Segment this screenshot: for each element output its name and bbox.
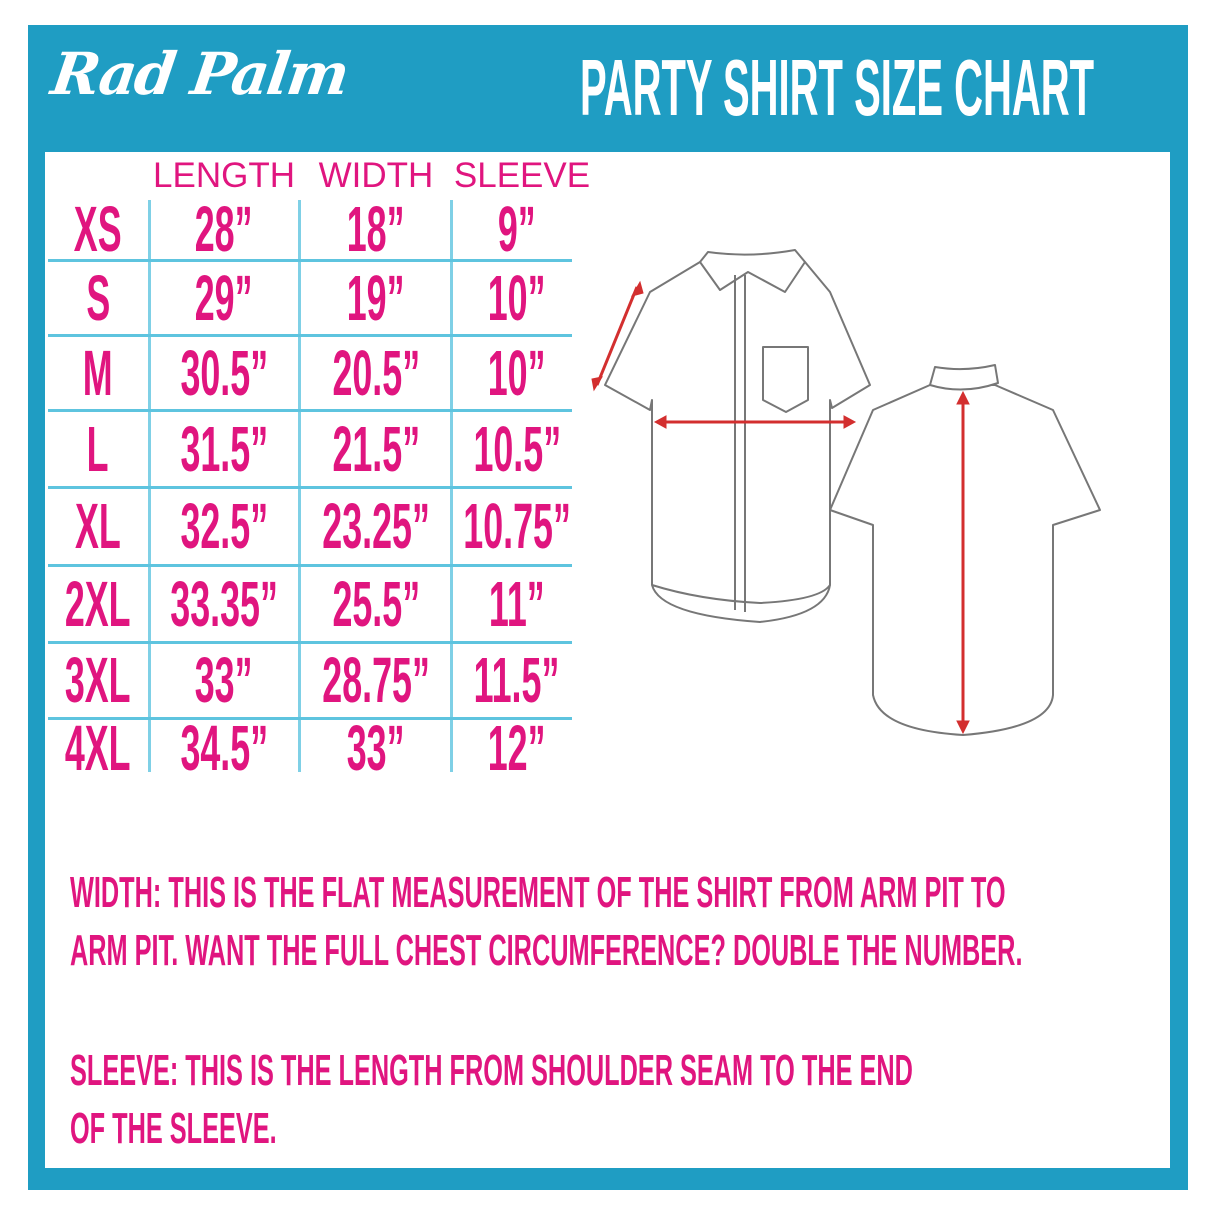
sleeve-note-line-1: SLEEVE: THIS IS THE LENGTH FROM SHOULDER…: [70, 1046, 913, 1095]
cell-text: L: [87, 412, 109, 485]
cell-text: 9”: [498, 193, 536, 265]
cell-width: 19”: [300, 260, 452, 335]
cell-text: 28”: [195, 193, 253, 265]
cell-text: 31.5”: [180, 412, 268, 485]
measurement-arrows: [591, 280, 970, 735]
cell-text: 33”: [347, 712, 405, 784]
cell-width: 28.75”: [300, 642, 452, 718]
cell-sleeve: 12”: [452, 712, 582, 784]
sleeve-arrow: [595, 286, 639, 386]
cell-text: 11.5”: [474, 644, 560, 716]
grid-line-horizontal: [48, 717, 572, 720]
cell-text: 18”: [347, 193, 405, 265]
cell-length: 31.5”: [148, 410, 300, 487]
column-header-length: LENGTH: [153, 156, 295, 195]
cell-sleeve: 11.5”: [452, 642, 582, 718]
size-label: 2XL: [48, 565, 148, 642]
cell-text: 11”: [489, 567, 545, 640]
cell-text: 33.35”: [170, 567, 278, 640]
width-note-line-2: ARM PIT. WANT THE FULL CHEST CIRCUMFEREN…: [70, 926, 1023, 975]
grid-line-horizontal: [48, 334, 572, 337]
grid-line-horizontal: [48, 564, 572, 567]
size-label: XS: [48, 193, 148, 265]
cell-text: 2XL: [65, 567, 131, 640]
cell-sleeve: 10”: [452, 260, 582, 335]
grid-line-horizontal: [48, 409, 572, 412]
cell-text: 30.5”: [180, 336, 268, 409]
cell-text: M: [83, 336, 113, 409]
grid-line-horizontal: [48, 259, 572, 262]
cell-length: 33”: [148, 642, 300, 718]
cell-sleeve: 10”: [452, 335, 582, 410]
cell-text: 10”: [488, 261, 546, 334]
cell-length: 33.35”: [148, 565, 300, 642]
grid-line-horizontal: [48, 641, 572, 644]
page-title: PARTY SHIRT SIZE CHART: [580, 43, 1095, 132]
cell-text: 21.5”: [332, 412, 420, 485]
cell-text: 20.5”: [332, 336, 420, 409]
cell-text: 29”: [195, 261, 253, 334]
cell-text: 10.5”: [473, 412, 561, 485]
shirt-back-icon: [829, 364, 1101, 736]
cell-width: 33”: [300, 712, 452, 784]
cell-length: 34.5”: [148, 712, 300, 784]
cell-text: XL: [75, 490, 121, 562]
cell-length: 29”: [148, 260, 300, 335]
cell-sleeve: 11”: [452, 565, 582, 642]
cell-sleeve: 10.75”: [452, 487, 582, 565]
cell-width: 23.25”: [300, 487, 452, 565]
size-label: S: [48, 260, 148, 335]
sleeve-note-line-2: OF THE SLEEVE.: [70, 1104, 277, 1153]
cell-text: 10.75”: [463, 490, 571, 562]
size-label: L: [48, 410, 148, 487]
cell-text: 10”: [488, 336, 546, 409]
cell-length: 28”: [148, 193, 300, 265]
cell-text: S: [86, 261, 110, 334]
cell-text: 23.25”: [322, 490, 430, 562]
cell-text: 32.5”: [180, 490, 268, 562]
cell-text: 34.5”: [180, 712, 268, 784]
size-label: M: [48, 335, 148, 410]
shirt-front-icon: [604, 249, 871, 623]
cell-width: 18”: [300, 193, 452, 265]
cell-width: 20.5”: [300, 335, 452, 410]
cell-text: XS: [74, 193, 122, 265]
cell-width: 25.5”: [300, 565, 452, 642]
grid-line-horizontal: [48, 486, 572, 489]
cell-length: 32.5”: [148, 487, 300, 565]
cell-text: 3XL: [65, 644, 131, 716]
cell-text: 19”: [347, 261, 405, 334]
size-label: 3XL: [48, 642, 148, 718]
cell-text: 33”: [195, 644, 253, 716]
cell-text: 4XL: [65, 712, 131, 784]
cell-text: 12”: [488, 712, 546, 784]
cell-sleeve: 9”: [452, 193, 582, 265]
size-label: 4XL: [48, 712, 148, 784]
column-header-sleeve: SLEEVE: [453, 156, 591, 195]
cell-sleeve: 10.5”: [452, 410, 582, 487]
cell-width: 21.5”: [300, 410, 452, 487]
width-note-line-1: WIDTH: THIS IS THE FLAT MEASUREMENT OF T…: [70, 868, 1006, 917]
cell-text: 25.5”: [332, 567, 420, 640]
column-header-width: WIDTH: [318, 156, 434, 195]
cell-text: 28.75”: [322, 644, 430, 716]
cell-length: 30.5”: [148, 335, 300, 410]
size-label: XL: [48, 487, 148, 565]
